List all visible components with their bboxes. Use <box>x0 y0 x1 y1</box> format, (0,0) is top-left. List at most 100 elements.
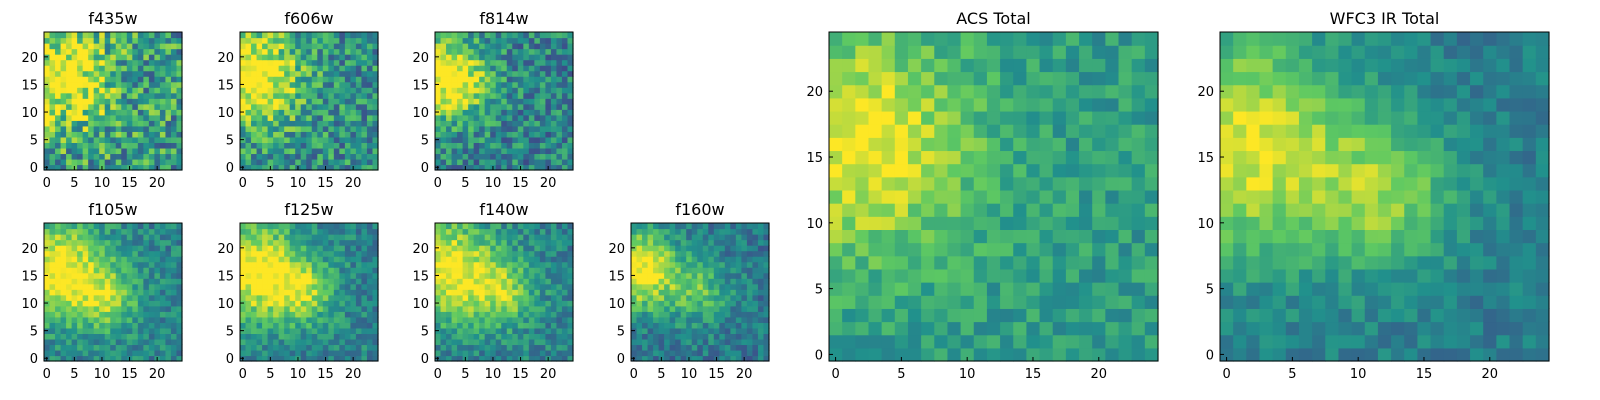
heatmap-cell <box>289 267 296 274</box>
heatmap-cell <box>88 234 95 241</box>
heatmap-cell <box>267 153 274 160</box>
heatmap-cell <box>457 333 464 340</box>
heatmap-cell <box>366 142 374 149</box>
heatmap-cell <box>523 103 530 110</box>
heatmap-cell <box>66 300 73 307</box>
heatmap-cell <box>440 228 447 235</box>
heatmap-cell <box>517 289 524 296</box>
heatmap-cell <box>479 109 486 116</box>
x-tick-label: 0 <box>630 367 638 382</box>
heatmap-cell <box>1131 334 1146 349</box>
heatmap-cell <box>372 294 379 301</box>
heatmap-cell <box>176 223 183 230</box>
heatmap-cell <box>545 70 552 77</box>
heatmap-cell <box>251 131 258 138</box>
heatmap-cell <box>240 70 247 77</box>
heatmap-cell <box>556 65 563 72</box>
heatmap-cell <box>457 136 464 143</box>
heatmap-cell <box>1144 295 1159 309</box>
heatmap-cell <box>479 32 486 39</box>
heatmap-cell <box>333 65 340 72</box>
heatmap-cell <box>506 333 513 340</box>
heatmap-cell <box>154 278 161 285</box>
heatmap-cell <box>284 300 291 307</box>
heatmap-cell <box>284 333 291 340</box>
heatmap-cell <box>115 158 122 166</box>
heatmap-cell <box>468 283 475 290</box>
heatmap-cell <box>539 355 546 362</box>
heatmap-cell <box>361 239 368 246</box>
heatmap-cell <box>132 344 139 351</box>
heatmap-cell <box>88 228 95 235</box>
heatmap-cell <box>446 267 453 274</box>
heatmap-cell <box>262 164 269 171</box>
heatmap-cell <box>517 131 524 138</box>
heatmap-cell <box>104 311 111 318</box>
heatmap-cell <box>934 150 949 165</box>
heatmap-cell <box>495 37 502 44</box>
heatmap-cell <box>273 76 280 83</box>
heatmap-cell <box>960 321 975 336</box>
heatmap-cell <box>159 109 167 116</box>
heatmap-cell <box>300 125 307 132</box>
heatmap-cell <box>344 228 351 235</box>
heatmap-cell <box>317 256 324 263</box>
heatmap-cell <box>517 70 524 77</box>
heatmap-cell <box>752 239 759 246</box>
heatmap-cell <box>295 256 302 263</box>
heatmap-cell <box>973 282 988 296</box>
heatmap-cell <box>148 228 155 235</box>
heatmap-cell <box>446 92 453 99</box>
heatmap-cell <box>741 267 748 274</box>
heatmap-cell <box>240 65 247 72</box>
heatmap-cell <box>328 327 335 334</box>
heatmap-cell <box>468 272 475 279</box>
heatmap-cell <box>311 283 318 290</box>
heatmap-cell <box>664 228 671 235</box>
heatmap-cell <box>973 216 988 230</box>
heatmap-cell <box>534 158 541 166</box>
heatmap-cell <box>550 43 558 50</box>
heatmap-cell <box>960 150 975 165</box>
heatmap-cell <box>148 43 155 50</box>
heatmap-cell <box>479 76 486 83</box>
heatmap-cell <box>306 43 313 50</box>
heatmap-cell <box>137 87 144 94</box>
heatmap-cell <box>567 344 574 351</box>
heatmap-cell <box>284 131 291 138</box>
heatmap-cell <box>251 316 258 323</box>
heatmap-cell <box>165 48 172 55</box>
heatmap-cell <box>741 283 748 290</box>
heatmap-cell <box>669 327 676 334</box>
heatmap-cell <box>256 245 263 252</box>
heatmap-cell <box>361 294 368 301</box>
heatmap-cell <box>642 322 649 329</box>
heatmap-cell <box>561 109 569 116</box>
heatmap-cell <box>289 223 296 230</box>
heatmap-cell <box>256 311 263 318</box>
heatmap-cell <box>528 158 535 166</box>
heatmap-cell <box>868 268 883 283</box>
heatmap-cell <box>306 37 313 44</box>
heatmap-cell <box>829 124 843 138</box>
heatmap-cell <box>267 125 274 132</box>
heatmap-cell <box>636 289 643 296</box>
heatmap-cell <box>104 294 111 301</box>
heatmap-cell <box>960 124 975 138</box>
heatmap-cell <box>262 147 269 155</box>
heatmap-cell <box>267 250 274 257</box>
heatmap-cell <box>126 316 133 323</box>
heatmap-cell <box>512 261 519 268</box>
heatmap-cell <box>829 347 843 362</box>
heatmap-cell <box>517 338 524 346</box>
heatmap-cell <box>93 311 100 318</box>
heatmap-cell <box>664 250 671 257</box>
heatmap-cell <box>251 344 258 351</box>
heatmap-cell <box>104 87 111 94</box>
heatmap-cell <box>137 48 144 55</box>
heatmap-cell <box>245 234 252 241</box>
heatmap-cell <box>534 327 541 334</box>
heatmap-cell <box>539 98 546 105</box>
heatmap-cell <box>289 164 296 171</box>
